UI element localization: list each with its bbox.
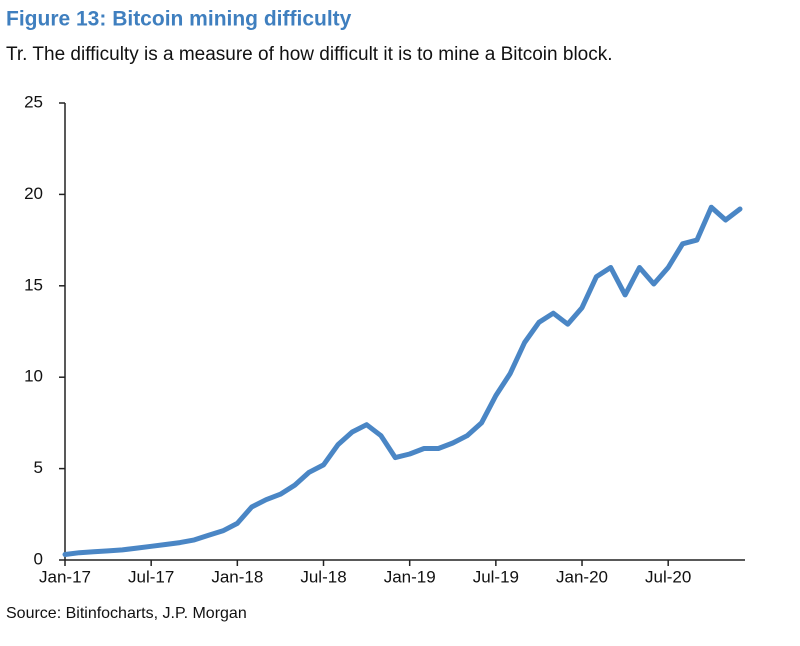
y-tick-label: 5 [34,458,43,477]
x-tick-label: Jan-19 [384,567,436,586]
y-tick-label: 25 [24,92,43,111]
y-tick-label: 0 [34,549,43,568]
y-tick-label: 20 [24,184,43,203]
x-tick-label: Jul-17 [128,567,174,586]
x-tick-label: Jul-18 [300,567,346,586]
line [62,204,743,557]
chart-subtitle: Tr. The difficulty is a measure of how d… [6,44,613,65]
x-tick-label: Jan-20 [556,567,608,586]
y-tick-label: 15 [24,275,43,294]
x-tick-label: Jan-17 [39,567,91,586]
y-tick-label: 10 [24,367,43,386]
x-tick-label: Jul-19 [473,567,519,586]
x-tick-label: Jan-18 [211,567,263,586]
chart-title: Figure 13: Bitcoin mining difficulty [6,8,352,31]
x-tick-label: Jul-20 [645,567,691,586]
source: Source: Bitinfocharts, J.P. Morgan [6,605,247,622]
